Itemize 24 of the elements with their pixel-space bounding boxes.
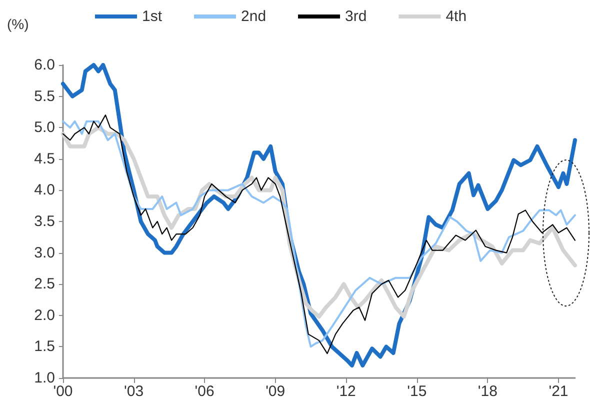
y-axis-title: (%) [7, 16, 29, 32]
legend-label: 4th [446, 8, 467, 25]
y-tick-label: 2.5 [34, 276, 55, 293]
x-tick-label: '03 [124, 383, 144, 400]
x-tick-label: '18 [478, 383, 498, 400]
x-tick-label: '15 [407, 383, 427, 400]
x-tick-label: '12 [336, 383, 356, 400]
y-tick-label: 5.0 [34, 119, 55, 136]
legend-label: 2nd [241, 8, 266, 25]
x-tick-label: '09 [266, 383, 286, 400]
y-tick-label: 6.0 [34, 56, 55, 74]
x-tick-label: '21 [548, 383, 568, 400]
x-tick-label: '00 [53, 383, 73, 400]
y-tick-label: 3.5 [34, 213, 55, 230]
y-tick-label: 4.5 [34, 150, 55, 168]
x-tick-label: '06 [194, 383, 214, 400]
legend-label: 3rd [345, 8, 367, 25]
y-tick-label: 2.0 [34, 306, 55, 324]
y-tick-label: 1.5 [34, 338, 55, 356]
legend-label: 1st [142, 8, 163, 25]
y-tick-label: 1.0 [34, 370, 55, 386]
y-tick-label: 3.0 [34, 244, 55, 262]
y-tick-label: 4.0 [34, 182, 55, 199]
y-tick-label: 5.5 [34, 88, 55, 105]
